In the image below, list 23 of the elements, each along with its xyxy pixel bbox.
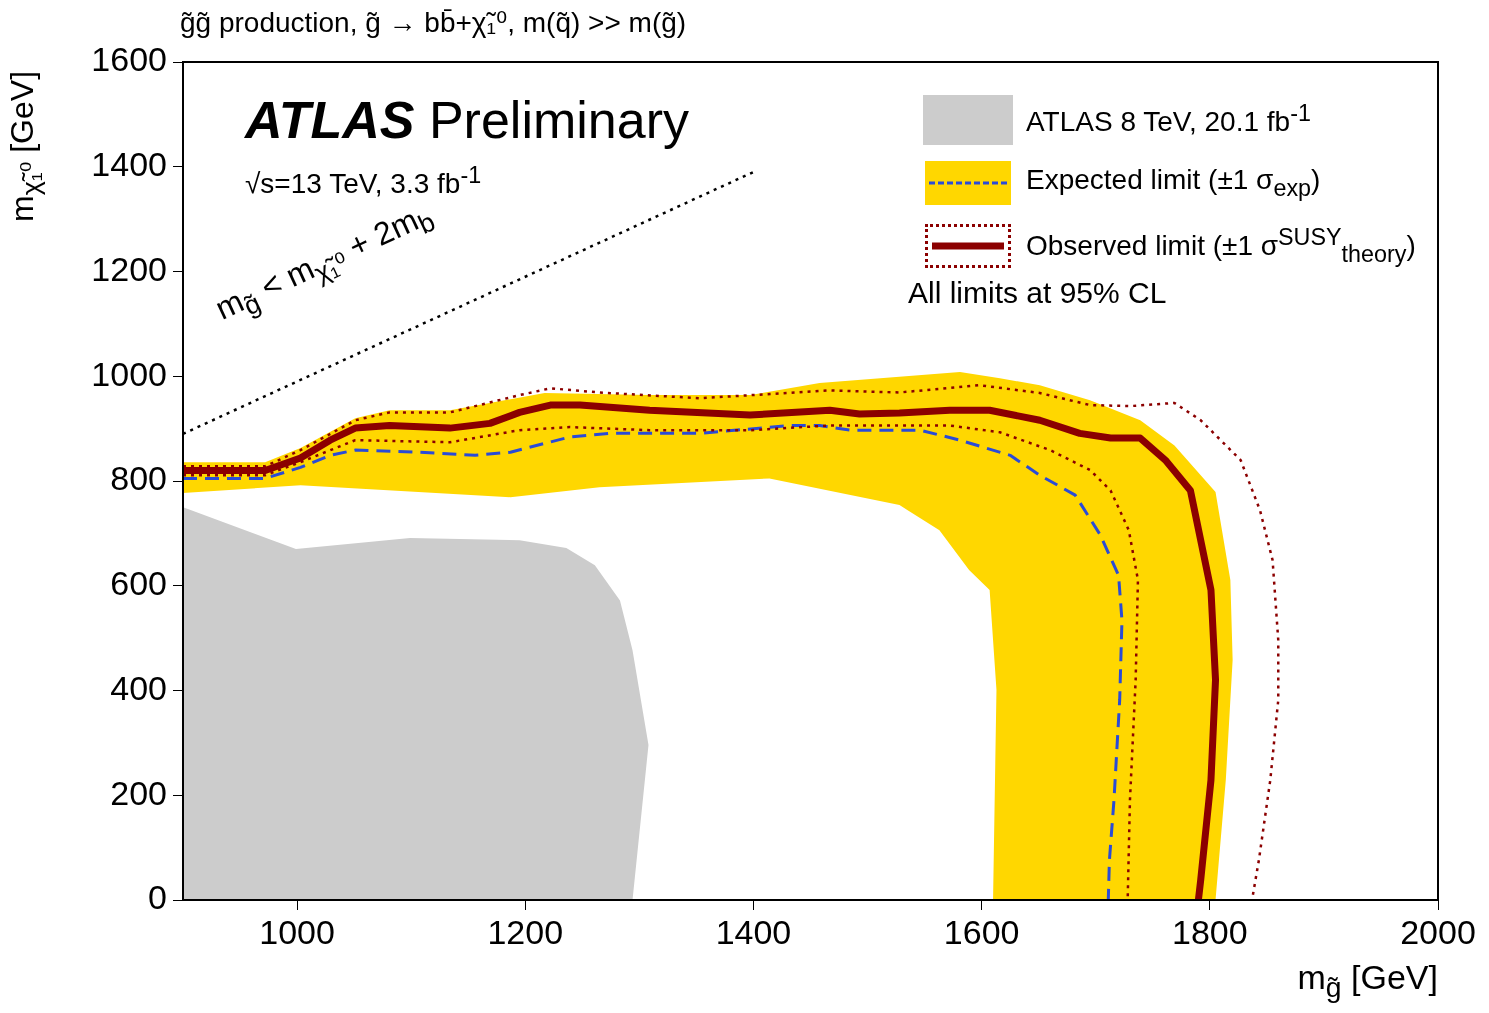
y-tick-label: 400 [110,668,167,707]
y-tick-label: 800 [110,459,167,498]
x-tick-label: 1800 [1172,912,1248,951]
x-tick-label: 1000 [259,912,335,951]
x-tick-label: 1400 [715,912,792,951]
legend-label: ATLAS 8 TeV, 20.1 fb$^{-1}$ [1026,100,1311,139]
annotation: ATLAS Preliminary [245,90,689,150]
x-tick-label: 2000 [1400,912,1476,951]
y-tick-label: 0 [148,878,167,917]
x-tick-label: 1200 [487,912,564,951]
annotation: √s=13 TeV, 3.3 fb$^{-1}$ [245,162,482,201]
legend-label: Observed limit (±1 σ$^{SUSY}$$_{theory}$) [1026,223,1416,268]
y-tick-label: 1600 [91,40,167,79]
y-tick-label: 1400 [91,145,167,184]
chart-title: g̃g̃ production, g̃ → bb̄+χ̃₁⁰, m(q̃) >> m(g̃) [180,6,687,39]
y-tick-label: 600 [110,564,167,603]
y-tick-label: 1200 [91,249,167,288]
y-tick-label: 1000 [91,354,167,393]
y-tick-label: 200 [110,773,167,812]
annotation: All limits at 95% CL [908,276,1167,310]
x-tick-label: 1600 [943,912,1020,951]
legend-label: Expected limit (±1 σ$_{exp}$) [1026,163,1321,202]
x-axis-title: m$_{g̃}$ [GeV] [1297,958,1438,1004]
